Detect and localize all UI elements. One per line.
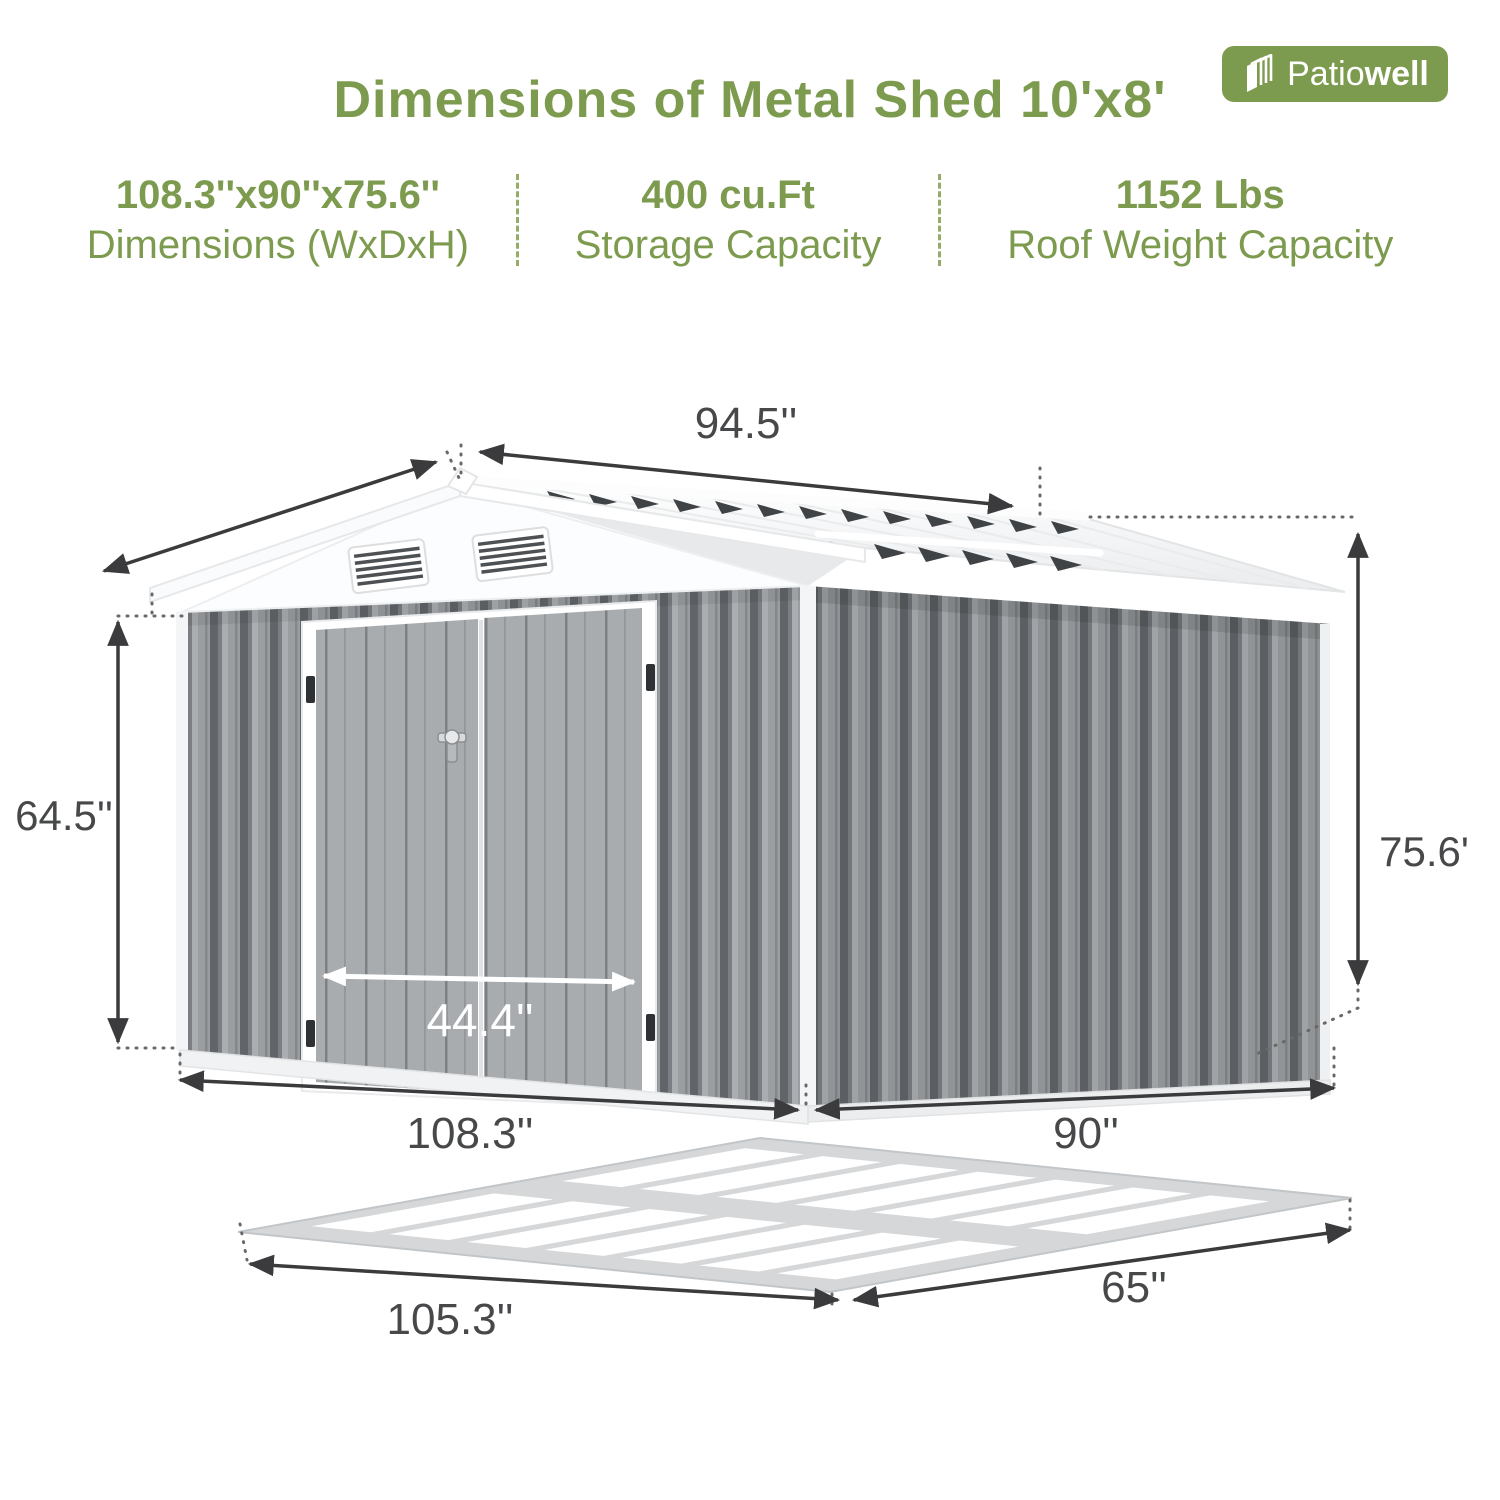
gable-vent-icon [347,538,430,595]
spec-dimensions: 108.3''x90''x75.6'' Dimensions (WxDxH) [40,172,516,268]
spec-roof-weight-value: 1152 Lbs [1115,173,1285,217]
ridge-vents [505,489,1079,534]
dim-front-width: 108.3'' [177,1052,808,1158]
floor-frame-kit [237,1136,1353,1294]
spec-roof-weight-label: Roof Weight Capacity [1007,223,1394,267]
side-depth-label: 90'' [1053,1109,1119,1158]
spec-dimensions-label: Dimensions (WxDxH) [86,223,469,267]
door-hinge [646,1014,655,1041]
dim-side-depth: 90'' [813,1046,1337,1158]
dim-roof-length: 94.5'' [459,399,1358,522]
spec-divider [515,174,519,266]
dim-roof-slope-arrow [101,450,461,574]
roof-length-label: 94.5'' [695,399,797,448]
dim-wall-height: 64.5'' [15,592,186,1050]
corner-trim [800,585,816,1108]
ridge-peak-cap [446,466,479,496]
brand-logo: Patiowell [1222,46,1448,102]
door-hinge [306,676,315,703]
brand-name: Patiowell [1287,55,1429,93]
dim-door-width: 44.4'' [322,966,636,1046]
dimension-annotations: 94.5'' 64.5'' 75.6' 44.4'' [15,399,1469,1344]
spec-storage-value: 400 cu.Ft [641,173,815,217]
dim-total-height: 75.6' [1250,531,1469,1058]
page-title: Dimensions of Metal Shed 10'x8' [333,71,1167,129]
spec-roof-weight: 1152 Lbs Roof Weight Capacity [941,172,1460,268]
spec-row: 108.3''x90''x75.6'' Dimensions (WxDxH) 4… [40,172,1460,268]
total-height-label: 75.6' [1379,828,1469,875]
corner-trim [176,611,188,1054]
dim-floor-width: 65'' [851,1198,1353,1312]
spec-storage-label: Storage Capacity [574,223,882,267]
door-hinge [646,664,655,691]
door-width-label: 44.4'' [426,994,533,1046]
floor-length-label: 105.3'' [387,1295,514,1344]
spec-dimensions-value: 108.3''x90''x75.6'' [115,173,440,217]
spec-divider [937,174,941,266]
front-width-label: 108.3'' [407,1109,534,1158]
stacked-pages-icon [1247,54,1273,92]
floor-width-label: 65'' [1101,1263,1167,1312]
shed-illustration [149,466,1346,1125]
ridge-vents-lower [830,541,1082,571]
door-hinge [306,1020,315,1047]
spec-storage: 400 cu.Ft Storage Capacity [519,172,938,268]
shed-side-wall [808,586,1330,1106]
wall-height-label: 64.5'' [15,792,113,839]
gable-vent-icon [471,526,554,583]
dim-floor-length: 105.3'' [238,1222,841,1344]
door-handle [437,729,467,763]
